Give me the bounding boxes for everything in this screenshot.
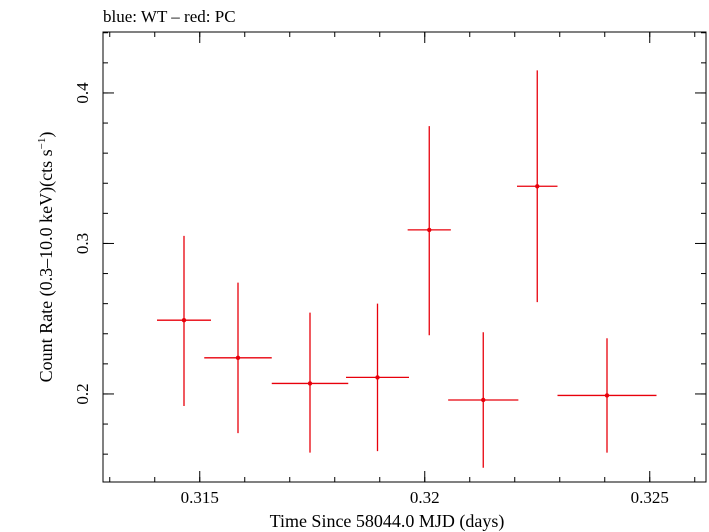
y-axis-ticks	[103, 32, 706, 455]
x-axis-label: Time Since 58044.0 MJD (days)	[270, 511, 505, 532]
chart-title: blue: WT – red: PC	[103, 7, 236, 26]
point-marker	[307, 381, 313, 386]
point-marker	[481, 397, 486, 403]
point-marker	[375, 375, 380, 380]
x-tick-label: 0.315	[181, 488, 219, 507]
data-point	[346, 303, 409, 452]
x-tick-label: 0.325	[631, 488, 669, 507]
y-axis-label-sup: −1	[36, 138, 48, 150]
y-axis-tick-labels: 0.2 0.3 0.4	[73, 82, 92, 405]
point-marker	[427, 227, 432, 233]
data-point	[448, 332, 519, 468]
y-tick-label: 0.2	[73, 383, 92, 404]
data-point	[517, 70, 558, 303]
data-point	[204, 282, 272, 434]
y-axis-label-main: Count Rate (0.3–10.0 keV)(cts s	[36, 149, 57, 382]
data-point	[407, 126, 451, 336]
data-point	[557, 338, 657, 453]
y-tick-label: 0.3	[73, 233, 92, 254]
x-axis-tick-labels: 0.315 0.32 0.325	[181, 488, 669, 507]
x-axis-ticks	[109, 32, 696, 482]
data-point	[157, 235, 211, 406]
point-marker	[235, 355, 241, 361]
point-marker	[181, 318, 187, 323]
y-axis-label: Count Rate (0.3–10.0 keV)(cts s−1)	[36, 132, 57, 383]
data-series	[157, 70, 657, 468]
point-marker	[535, 184, 540, 189]
y-axis-label-end: )	[36, 132, 57, 138]
data-point	[271, 312, 349, 453]
point-marker	[604, 393, 610, 398]
y-tick-label: 0.4	[73, 82, 92, 104]
x-tick-label: 0.32	[410, 488, 440, 507]
plot-frame	[102, 31, 707, 483]
